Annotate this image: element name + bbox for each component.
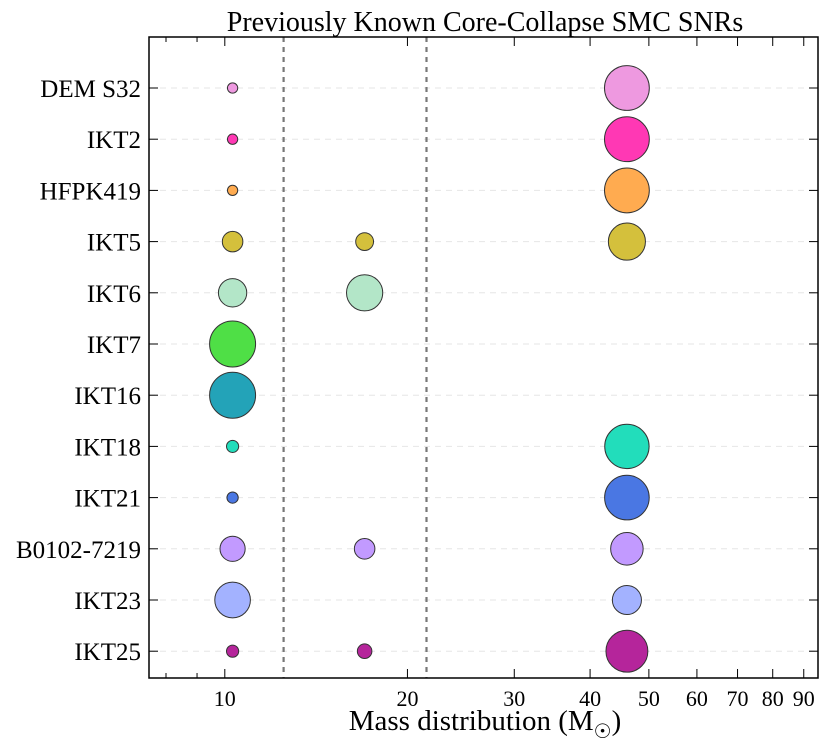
- bubble-ikt5-0: [221, 230, 244, 253]
- bubble-ikt5-2: [607, 222, 646, 261]
- x-axis-ticks: 10 20 30 40 50 60 70 80 90: [165, 37, 815, 711]
- bubble-ikt5-1: [355, 232, 375, 252]
- y-tick-label: IKT16: [74, 383, 141, 410]
- bubble-dem-s32-2: [603, 65, 650, 111]
- bubbles: [209, 65, 650, 673]
- bubble-b0102-7219-2: [610, 532, 644, 566]
- bubble-dem-s32-0: [226, 82, 239, 94]
- bubble-ikt25-0: [226, 644, 240, 658]
- bubble-ikt7-0: [209, 320, 257, 368]
- bubble-ikt6-0: [217, 278, 248, 308]
- plot-frame: [148, 36, 819, 679]
- y-tick-label: HFPK419: [40, 178, 141, 205]
- bubble-ikt25-1: [356, 643, 373, 659]
- y-tick-label: IKT5: [87, 230, 141, 257]
- y-tick-label: IKT2: [87, 127, 141, 154]
- sun-symbol: ☉: [594, 721, 612, 743]
- bubble-ikt2-0: [226, 133, 239, 145]
- y-axis-ticks: DEM S32 IKT2 HFPK419 IKT5 IKT6 IKT7 IKT16 IKT18…: [16, 76, 818, 666]
- bubble-hfpk419-2: [603, 167, 650, 214]
- y-tick-label: DEM S32: [40, 76, 141, 103]
- y-tick-label: IKT23: [74, 588, 141, 615]
- x-tick-label: 70: [727, 686, 749, 711]
- x-tick-label: 20: [396, 686, 418, 711]
- bubble-ikt21-2: [604, 474, 650, 521]
- y-tick-label: IKT21: [74, 486, 141, 513]
- chart-title: Previously Known Core-Collapse SMC SNRs: [227, 7, 743, 38]
- separator-lines: [282, 37, 428, 678]
- bubble-ikt23-0: [214, 581, 251, 619]
- x-tick-label: 60: [686, 686, 708, 711]
- bubble-ikt6-1: [346, 274, 384, 312]
- x-tick-label: 50: [638, 686, 660, 711]
- x-axis-label: Mass distribution (M☉): [349, 705, 622, 743]
- bubble-ikt25-2: [605, 629, 649, 673]
- x-tick-label: 40: [579, 686, 601, 711]
- y-tick-label: IKT18: [74, 434, 141, 461]
- bubble-ikt23-2: [611, 584, 642, 616]
- bubble-ikt18-0: [226, 439, 240, 453]
- y-tick-label: IKT25: [74, 639, 141, 666]
- bubble-ikt16-0: [209, 371, 257, 419]
- x-tick-label: 10: [214, 686, 236, 711]
- x-tick-label: 90: [793, 686, 815, 711]
- grid-lines: [149, 87, 818, 652]
- bubble-ikt2-2: [603, 116, 650, 163]
- bubble-b0102-7219-0: [219, 535, 246, 562]
- bubble-b0102-7219-1: [353, 538, 376, 560]
- bubble-ikt21-0: [226, 491, 239, 504]
- bubble-hfpk419-0: [226, 184, 239, 197]
- x-tick-label: 80: [762, 686, 784, 711]
- x-tick-label: 30: [503, 686, 525, 711]
- y-tick-label: IKT7: [87, 332, 141, 359]
- y-tick-label: B0102-7219: [16, 537, 141, 564]
- bubble-ikt18-2: [604, 423, 650, 470]
- y-tick-label: IKT6: [87, 281, 141, 308]
